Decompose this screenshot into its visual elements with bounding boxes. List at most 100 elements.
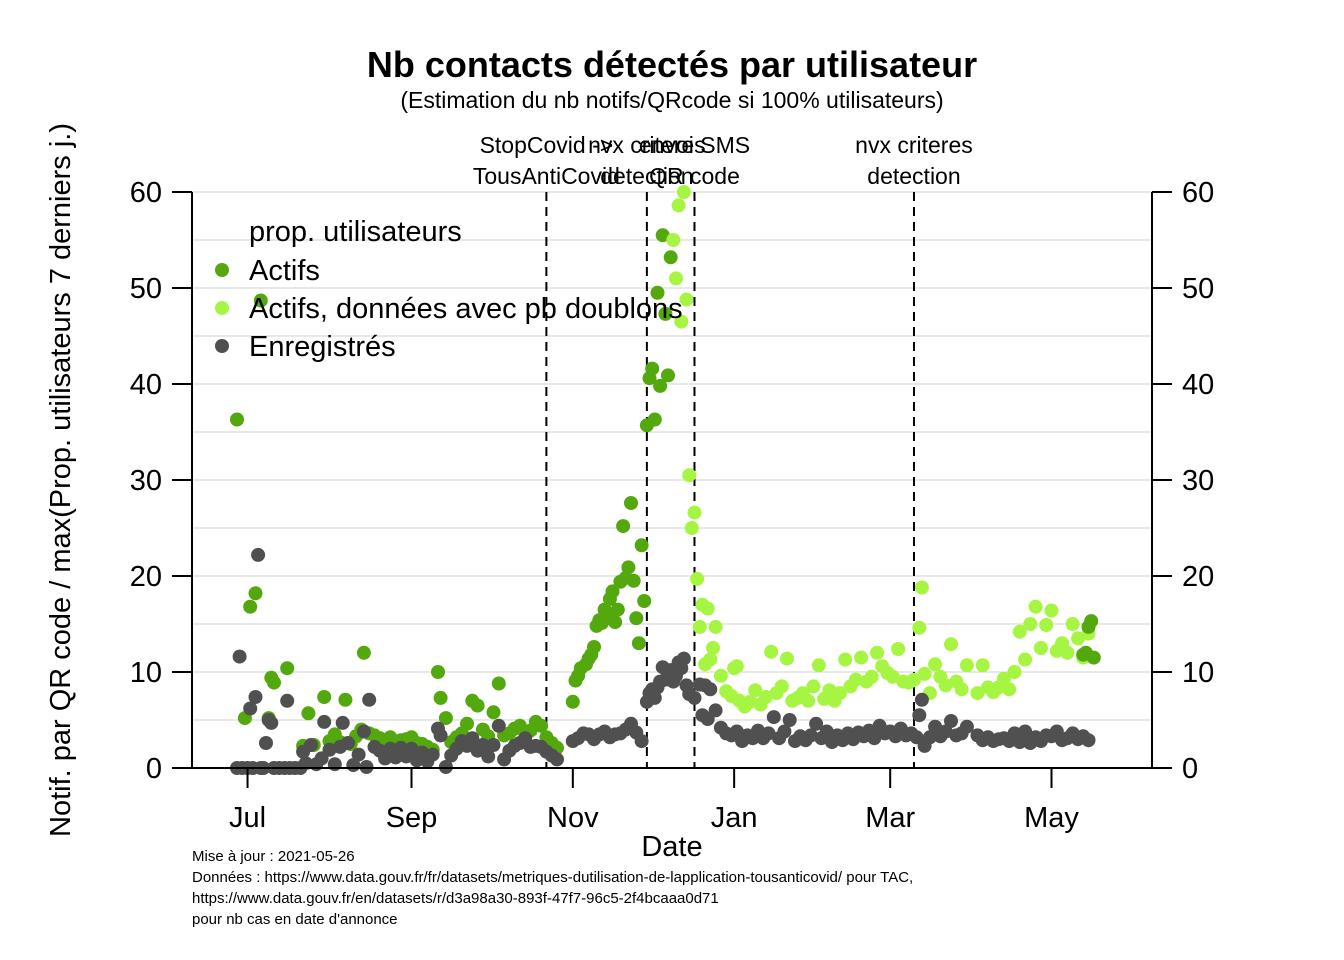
- data-point: [764, 644, 779, 659]
- legend: prop. utilisateurs Actifs Actifs, donnée…: [215, 216, 683, 363]
- series-0: [230, 228, 678, 757]
- data-point: [687, 690, 702, 705]
- data-point: [959, 719, 974, 734]
- data-point: [534, 718, 549, 733]
- data-point: [809, 716, 824, 731]
- caption: Mise à jour : 2021-05-26 Données : https…: [192, 848, 913, 928]
- data-point: [832, 686, 847, 701]
- data-point: [629, 611, 644, 626]
- data-point: [610, 602, 625, 617]
- data-point: [914, 580, 929, 595]
- data-point: [938, 724, 953, 739]
- data-point: [655, 228, 670, 243]
- x-tick-label: Jan: [711, 802, 758, 834]
- data-point: [854, 650, 869, 665]
- data-point: [317, 690, 332, 704]
- data-point: [425, 747, 440, 762]
- data-point: [280, 661, 295, 676]
- data-point: [676, 651, 691, 666]
- data-point: [647, 412, 662, 427]
- data-point: [912, 620, 927, 635]
- data-point: [304, 738, 318, 752]
- data-point: [938, 678, 953, 693]
- y-tick-label-left: 10: [130, 657, 162, 689]
- y-tick-label-right: 10: [1182, 657, 1214, 689]
- data-point: [460, 716, 474, 731]
- x-tick-label: Nov: [547, 802, 599, 834]
- data-point: [761, 726, 776, 741]
- data-point: [1033, 641, 1048, 655]
- data-point: [486, 738, 501, 752]
- annotation-label: QR code: [649, 163, 740, 189]
- x-tick-label: Sep: [386, 802, 438, 834]
- data-point: [608, 615, 623, 630]
- data-point: [626, 573, 641, 588]
- data-point: [1007, 665, 1022, 679]
- legend-title: prop. utilisateurs: [249, 216, 462, 248]
- data-point: [475, 738, 490, 752]
- data-point: [838, 652, 853, 667]
- data-point: [433, 690, 448, 705]
- series-3: [1076, 614, 1101, 665]
- data-point: [777, 724, 792, 739]
- data-point: [491, 718, 506, 733]
- data-point: [650, 285, 665, 300]
- annotation-label: detection: [600, 163, 693, 189]
- y-tick-label-left: 0: [146, 753, 162, 785]
- x-tick-label: May: [1024, 802, 1079, 834]
- x-axis-title: Date: [641, 831, 702, 863]
- data-point: [684, 521, 699, 535]
- data-point: [1065, 617, 1080, 631]
- data-point: [687, 505, 702, 520]
- data-point: [782, 713, 797, 727]
- y-tick-label-right: 50: [1182, 273, 1214, 305]
- y-tick-label-right: 20: [1182, 561, 1214, 593]
- data-point: [774, 679, 789, 694]
- data-point: [907, 672, 921, 687]
- data-point: [431, 665, 445, 679]
- data-point: [748, 683, 763, 698]
- data-point: [703, 652, 718, 667]
- y-axis-title: Notif. par QR code / max(Prop. utilisate…: [45, 123, 77, 837]
- data-point: [637, 594, 652, 608]
- data-point: [690, 571, 705, 586]
- data-point: [870, 645, 884, 660]
- data-point: [647, 690, 662, 705]
- data-point: [653, 378, 668, 393]
- data-point: [959, 658, 974, 673]
- data-point: [232, 649, 247, 664]
- legend-marker-actifs: [215, 263, 229, 277]
- data-point: [335, 715, 350, 730]
- data-point: [970, 686, 985, 701]
- annotation-label: nvx criteres: [855, 132, 973, 158]
- data-point: [780, 651, 794, 666]
- data-point: [298, 756, 313, 771]
- data-points: [230, 185, 1101, 775]
- data-point: [1084, 614, 1099, 629]
- caption-line-sources: Données : https://www.data.gouv.fr/fr/da…: [192, 869, 913, 886]
- data-point: [867, 731, 882, 746]
- data-point: [1018, 724, 1033, 739]
- data-point: [550, 752, 564, 767]
- annotation-label: TousAntiCovid: [473, 163, 620, 189]
- legend-label-actifs-doublons: Actifs, données avec pb doublons: [249, 293, 683, 325]
- data-point: [565, 694, 580, 709]
- caption-line-update: Mise à jour : 2021-05-26: [192, 848, 355, 865]
- y-tick-label-right: 0: [1182, 753, 1198, 785]
- data-point: [671, 198, 686, 213]
- legend-label-enregistres: Enregistrés: [249, 331, 396, 363]
- data-point: [327, 757, 342, 772]
- data-point: [996, 671, 1011, 686]
- data-point: [248, 690, 263, 704]
- data-point: [766, 710, 781, 725]
- data-point: [1060, 645, 1075, 660]
- data-point: [944, 637, 958, 652]
- data-point: [682, 468, 697, 483]
- series-1: [666, 185, 1096, 714]
- data-point: [634, 538, 649, 553]
- data-point: [404, 741, 419, 756]
- data-point: [669, 271, 683, 286]
- legend-label-actifs: Actifs: [249, 255, 320, 287]
- data-point: [248, 586, 263, 601]
